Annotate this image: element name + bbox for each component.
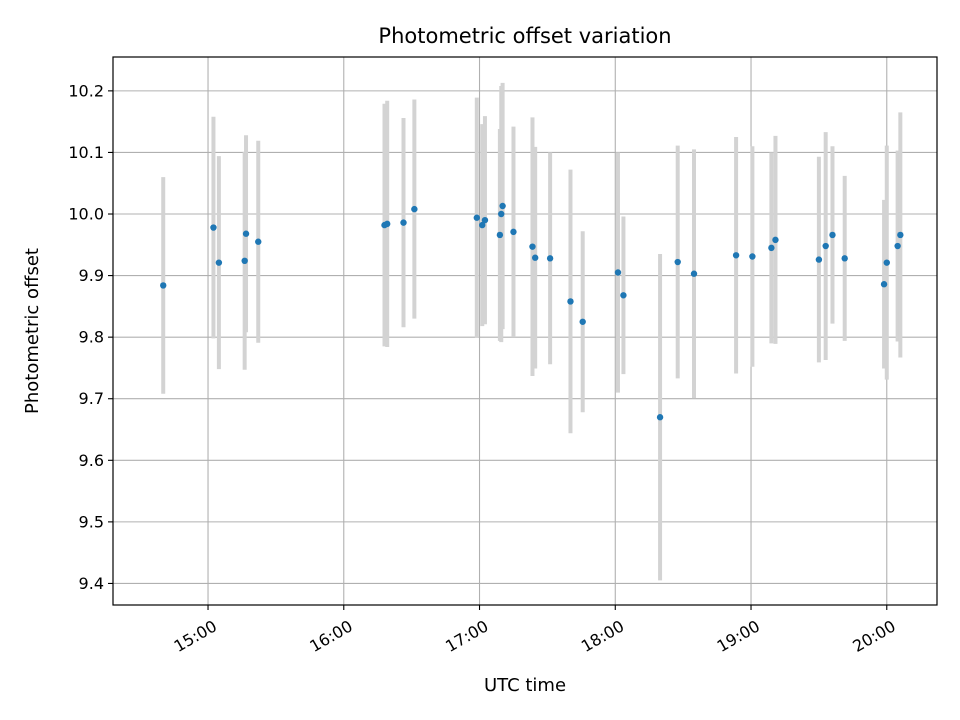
data-point-4 bbox=[242, 230, 250, 237]
data-points bbox=[160, 202, 904, 421]
data-point-30 bbox=[772, 236, 779, 244]
y-tick-label: 9.9 bbox=[79, 266, 104, 285]
y-tick-label: 10.1 bbox=[68, 143, 104, 162]
data-point-33 bbox=[829, 231, 836, 239]
data-point-32 bbox=[822, 242, 829, 250]
chart-title: Photometric offset variation bbox=[378, 24, 671, 48]
data-point-31 bbox=[815, 256, 823, 263]
data-point-12 bbox=[481, 216, 489, 224]
data-point-1 bbox=[210, 224, 217, 231]
y-axis-label: Photometric offset bbox=[22, 248, 43, 414]
data-point-28 bbox=[749, 253, 756, 260]
data-point-22 bbox=[614, 269, 622, 276]
data-point-15 bbox=[499, 202, 506, 210]
data-point-16 bbox=[510, 228, 517, 236]
y-axis-ticks: 9.4 9.5 9.6 9.7 9.8 9.9 10.0 10.1 10.2 bbox=[68, 81, 113, 593]
data-point-37 bbox=[894, 242, 901, 250]
y-tick-label: 9.7 bbox=[79, 389, 104, 408]
plot-area bbox=[113, 57, 937, 605]
y-tick-label: 9.6 bbox=[79, 451, 104, 470]
data-point-26 bbox=[690, 270, 698, 277]
data-point-27 bbox=[732, 252, 740, 259]
y-tick-label: 10.0 bbox=[68, 205, 104, 224]
data-point-25 bbox=[674, 258, 681, 266]
data-point-14 bbox=[498, 210, 505, 218]
plot-frame bbox=[112, 56, 938, 606]
data-point-35 bbox=[880, 281, 888, 288]
data-point-38 bbox=[897, 231, 904, 239]
y-tick-label: 10.2 bbox=[68, 81, 104, 100]
data-point-23 bbox=[620, 292, 627, 299]
data-point-29 bbox=[768, 244, 775, 252]
y-tick-label: 9.4 bbox=[79, 574, 104, 593]
data-point-2 bbox=[215, 259, 223, 266]
data-point-3 bbox=[241, 257, 248, 265]
grid bbox=[113, 57, 937, 605]
data-point-13 bbox=[496, 231, 504, 239]
data-point-20 bbox=[567, 298, 574, 305]
data-point-21 bbox=[579, 318, 586, 325]
y-tick-label: 9.5 bbox=[79, 512, 104, 531]
y-tick-label: 9.8 bbox=[79, 328, 104, 347]
data-point-0 bbox=[160, 282, 167, 289]
data-point-36 bbox=[883, 259, 890, 266]
data-point-8 bbox=[400, 219, 407, 226]
data-point-18 bbox=[531, 254, 539, 261]
data-point-10 bbox=[473, 214, 481, 221]
data-point-19 bbox=[546, 255, 554, 262]
data-point-7 bbox=[384, 220, 391, 228]
data-point-5 bbox=[255, 238, 262, 245]
data-point-24 bbox=[656, 414, 664, 421]
data-point-9 bbox=[411, 205, 418, 213]
x-axis-label: UTC time bbox=[484, 675, 566, 696]
data-point-17 bbox=[529, 243, 536, 250]
data-point-11 bbox=[479, 221, 486, 229]
data-point-34 bbox=[841, 255, 848, 262]
